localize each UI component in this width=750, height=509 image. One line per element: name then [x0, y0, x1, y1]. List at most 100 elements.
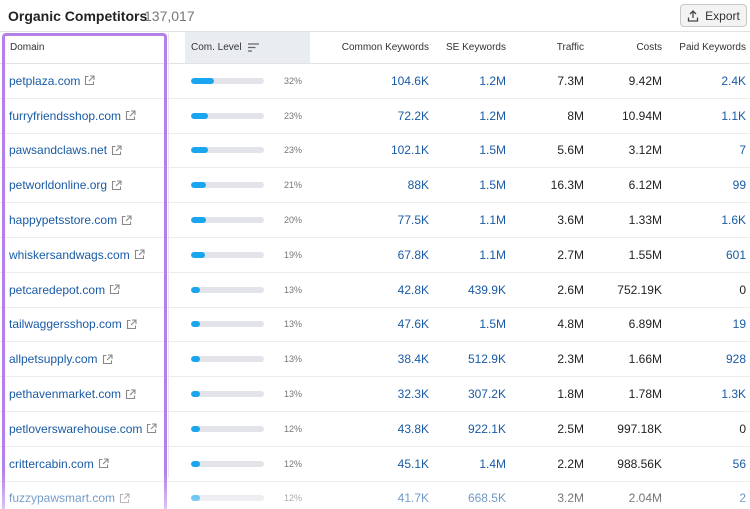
domain-name[interactable]: allpetsupply.com [9, 352, 98, 367]
external-link-icon[interactable] [84, 75, 95, 86]
common-keywords-value[interactable]: 67.8K [397, 247, 429, 262]
se-keywords-value[interactable]: 922.1K [467, 421, 506, 436]
external-link-icon[interactable] [125, 389, 136, 400]
traffic-value: 2.7M [557, 247, 584, 262]
domain-link[interactable]: happypetsstore.com [9, 203, 132, 237]
domain-link[interactable]: pethavenmarket.com [9, 377, 136, 411]
column-header-costs[interactable]: Costs [636, 42, 662, 53]
domain-name[interactable]: pethavenmarket.com [9, 387, 122, 402]
se-keywords-value[interactable]: 439.9K [467, 282, 506, 297]
domain-link[interactable]: crittercabin.com [9, 447, 109, 481]
external-link-icon[interactable] [146, 423, 157, 434]
se-keywords-value[interactable]: 1.5M [479, 178, 506, 193]
traffic-value: 8M [567, 108, 584, 123]
paid-keywords-value[interactable]: 56 [732, 456, 746, 471]
domain-link[interactable]: petcaredepot.com [9, 273, 120, 307]
external-link-icon[interactable] [121, 215, 132, 226]
column-header-traffic[interactable]: Traffic [556, 42, 584, 53]
se-keywords-value[interactable]: 1.4M [479, 456, 506, 471]
common-keywords-value[interactable]: 102.1K [390, 143, 429, 158]
domain-name[interactable]: crittercabin.com [9, 456, 94, 471]
paid-keywords-value[interactable]: 601 [725, 247, 746, 262]
domain-name[interactable]: petplaza.com [9, 73, 81, 88]
external-link-icon[interactable] [119, 493, 130, 504]
competition-level-bar [191, 182, 264, 189]
competition-level: 20% [191, 203, 304, 237]
domain-name[interactable]: whiskersandwags.com [9, 247, 130, 262]
common-keywords-value[interactable]: 72.2K [397, 108, 429, 123]
domain-name[interactable]: tailwaggersshop.com [9, 317, 122, 332]
external-link-icon[interactable] [125, 110, 136, 121]
se-keywords-value[interactable]: 668.5K [467, 491, 506, 506]
paid-keywords-value[interactable]: 928 [725, 352, 746, 367]
se-keywords-value[interactable]: 1.5M [479, 317, 506, 332]
domain-link[interactable]: petplaza.com [9, 64, 95, 98]
domain-name[interactable]: happypetsstore.com [9, 213, 118, 228]
se-keywords-value[interactable]: 1.5M [479, 143, 506, 158]
external-link-icon[interactable] [126, 319, 137, 330]
competition-level-fill [191, 425, 200, 432]
se-keywords-value[interactable]: 1.1M [479, 213, 506, 228]
domain-name[interactable]: petcaredepot.com [9, 282, 106, 297]
domain-link[interactable]: furryfriendsshop.com [9, 99, 136, 133]
column-header-paid-keywords[interactable]: Paid Keywords [679, 42, 746, 53]
domain-name[interactable]: pawsandclaws.net [9, 143, 108, 158]
table-header: Domain Com. Level Common Keywords SE Key… [0, 31, 750, 64]
column-header-com-level[interactable]: Com. Level [185, 32, 310, 63]
paid-keywords-value[interactable]: 1.6K [721, 213, 746, 228]
domain-link[interactable]: tailwaggersshop.com [9, 308, 137, 342]
common-keywords-value[interactable]: 88K [407, 178, 429, 193]
competition-level-bar [191, 112, 264, 119]
column-header-se-keywords[interactable]: SE Keywords [445, 42, 506, 53]
paid-keywords-value[interactable]: 1.1K [721, 108, 746, 123]
external-link-icon[interactable] [111, 180, 122, 191]
domain-name[interactable]: petloverswarehouse.com [9, 421, 143, 436]
domain-name[interactable]: furryfriendsshop.com [9, 108, 122, 123]
domain-link[interactable]: fuzzypawsmart.com [9, 482, 130, 509]
common-keywords-value[interactable]: 104.6K [390, 73, 429, 88]
common-keywords-value[interactable]: 47.6K [397, 317, 429, 332]
domain-name[interactable]: fuzzypawsmart.com [9, 491, 116, 506]
common-keywords-value[interactable]: 32.3K [397, 387, 429, 402]
se-keywords-value[interactable]: 307.2K [467, 387, 506, 402]
competition-level-bar [191, 286, 264, 293]
domain-link[interactable]: petworldonline.org [9, 168, 122, 202]
export-button[interactable]: Export [680, 4, 747, 27]
paid-keywords-value[interactable]: 19 [732, 317, 746, 332]
column-header-domain[interactable]: Domain [10, 42, 45, 53]
domain-link[interactable]: pawsandclaws.net [9, 134, 122, 168]
common-keywords-value[interactable]: 38.4K [397, 352, 429, 367]
external-link-icon[interactable] [102, 354, 113, 365]
competition-level-fill [191, 321, 201, 328]
se-keywords-value[interactable]: 1.1M [479, 247, 506, 262]
paid-keywords-value[interactable]: 99 [732, 178, 746, 193]
costs-value: 1.55M [628, 247, 662, 262]
domain-link[interactable]: whiskersandwags.com [9, 238, 145, 272]
paid-keywords-value[interactable]: 7 [739, 143, 746, 158]
domain-name[interactable]: petworldonline.org [9, 178, 108, 193]
paid-keywords-value[interactable]: 2.4K [721, 73, 746, 88]
se-keywords-value[interactable]: 512.9K [467, 352, 506, 367]
competition-level: 19% [191, 238, 304, 272]
domain-link[interactable]: petloverswarehouse.com [9, 412, 157, 446]
sort-icon[interactable] [247, 43, 259, 52]
se-keywords-value[interactable]: 1.2M [479, 108, 506, 123]
common-keywords-value[interactable]: 43.8K [397, 421, 429, 436]
external-link-icon[interactable] [111, 145, 122, 156]
common-keywords-value[interactable]: 45.1K [397, 456, 429, 471]
table-row: happypetsstore.com 20% 77.5K 1.1M 3.6M 1.33M 1… [0, 203, 750, 238]
common-keywords-value[interactable]: 42.8K [397, 282, 429, 297]
external-link-icon[interactable] [98, 458, 109, 469]
paid-keywords-value[interactable]: 1.3K [721, 387, 746, 402]
external-link-icon[interactable] [109, 284, 120, 295]
domain-link[interactable]: allpetsupply.com [9, 342, 113, 376]
traffic-value: 16.3M [550, 178, 584, 193]
external-link-icon[interactable] [134, 249, 145, 260]
column-header-common-keywords[interactable]: Common Keywords [341, 42, 429, 53]
se-keywords-value[interactable]: 1.2M [479, 73, 506, 88]
paid-keywords-value[interactable]: 2 [739, 491, 746, 506]
paid-keywords-value: 0 [739, 421, 746, 436]
common-keywords-value[interactable]: 41.7K [397, 491, 429, 506]
competition-level-percent: 23% [284, 145, 303, 156]
common-keywords-value[interactable]: 77.5K [397, 213, 429, 228]
